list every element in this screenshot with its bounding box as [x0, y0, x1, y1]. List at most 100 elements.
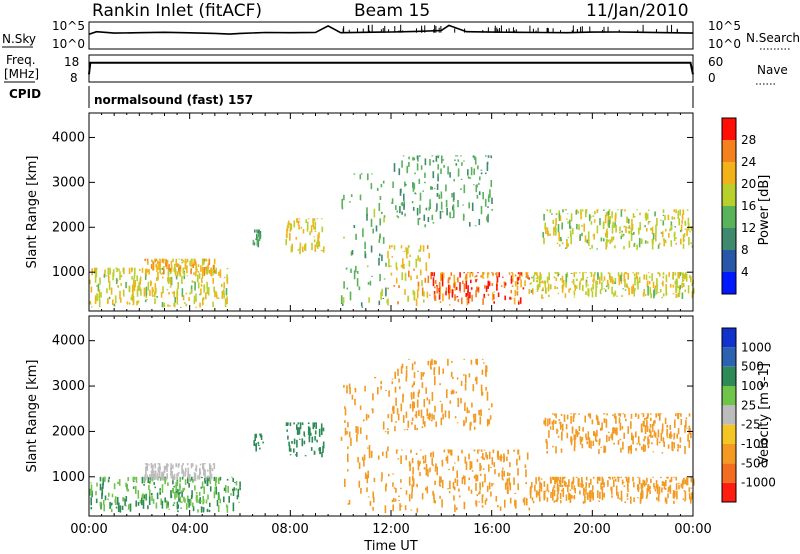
range-cell [565, 273, 568, 283]
range-cell [680, 224, 683, 232]
range-cell [209, 469, 212, 478]
range-cell [446, 207, 448, 216]
range-cell [209, 502, 211, 507]
range-cell [536, 272, 538, 276]
range-cell [132, 486, 135, 489]
range-cell [689, 497, 692, 500]
range-cell [677, 428, 680, 435]
range-cell [387, 430, 389, 435]
range-cell [458, 488, 460, 492]
range-cell [513, 477, 515, 485]
range-cell [664, 497, 667, 503]
range-cell [675, 293, 678, 298]
range-cell [416, 427, 418, 431]
range-cell [176, 480, 179, 485]
range-cell [149, 489, 151, 497]
range-cell [182, 295, 185, 301]
range-cell [411, 458, 414, 464]
range-cell [621, 209, 624, 211]
range-cell [581, 480, 584, 488]
range-cell [658, 441, 661, 444]
range-cell [673, 233, 676, 237]
range-cell [119, 290, 121, 300]
range-cell [440, 272, 442, 282]
range-cell [477, 449, 479, 451]
range-cell [659, 273, 661, 277]
range-cell [582, 501, 585, 504]
range-cell [599, 289, 602, 295]
range-cell [350, 268, 352, 273]
range-cell [650, 478, 652, 483]
range-cell [377, 387, 379, 395]
range-cell [160, 498, 162, 505]
range-cell [552, 487, 555, 490]
range-cell [100, 504, 103, 506]
range-cell [468, 373, 471, 378]
range-cell [160, 272, 162, 275]
range-cell [462, 204, 464, 206]
range-cell [627, 446, 630, 454]
range-cell [541, 294, 543, 299]
range-cell [103, 504, 105, 512]
range-cell [260, 435, 263, 440]
range-cell [573, 296, 576, 298]
cpid-row: CPID normalsound (fast) 157 [9, 86, 694, 108]
range-cell [654, 211, 656, 217]
range-cell [350, 251, 353, 256]
range-cell [603, 413, 605, 415]
range-cell [682, 243, 685, 249]
range-cell [657, 291, 660, 293]
range-cell [214, 290, 216, 298]
range-cell [642, 292, 645, 297]
range-cell [209, 270, 211, 275]
range-cell [366, 207, 368, 217]
range-cell [154, 258, 156, 263]
range-cell [158, 470, 161, 478]
range-cell [611, 236, 613, 243]
range-cell [181, 501, 183, 503]
range-cell [181, 258, 183, 261]
range-cell [653, 487, 656, 489]
range-cell [509, 497, 512, 504]
range-cell [667, 476, 669, 479]
range-cell [630, 444, 632, 454]
range-cell [358, 480, 361, 488]
range-cell [186, 502, 188, 510]
range-cell [422, 416, 425, 425]
range-cell [167, 276, 170, 284]
range-cell [408, 461, 411, 467]
nsky-line [88, 24, 694, 36]
range-cell [311, 242, 313, 251]
range-cell [665, 289, 668, 296]
range-cell [543, 481, 546, 487]
range-cell [646, 415, 649, 419]
range-cell [454, 416, 457, 419]
range-cell [574, 435, 577, 440]
range-cell [590, 272, 593, 277]
range-cell [617, 492, 620, 494]
range-cell [620, 272, 623, 277]
range-cell [320, 218, 323, 220]
range-cell [304, 455, 307, 457]
range-cell [692, 479, 695, 486]
range-cell [677, 444, 679, 449]
range-cell [289, 422, 292, 426]
range-cell [123, 267, 125, 275]
range-cell [392, 504, 394, 512]
range-cell [428, 252, 430, 259]
range-cell [445, 184, 447, 192]
range-cell [555, 277, 558, 281]
range-cell [643, 274, 645, 280]
range-cell [487, 195, 490, 203]
range-cell [432, 171, 435, 179]
range-cell [598, 500, 600, 502]
range-cell [546, 209, 549, 212]
range-cell [419, 249, 422, 252]
range-cell [620, 447, 622, 453]
range-cell [198, 473, 201, 480]
range-cell [398, 500, 400, 502]
range-cell [559, 215, 562, 222]
range-cell [422, 462, 425, 464]
range-cell [636, 276, 638, 280]
x-tick-label: 00:00 [70, 522, 107, 537]
